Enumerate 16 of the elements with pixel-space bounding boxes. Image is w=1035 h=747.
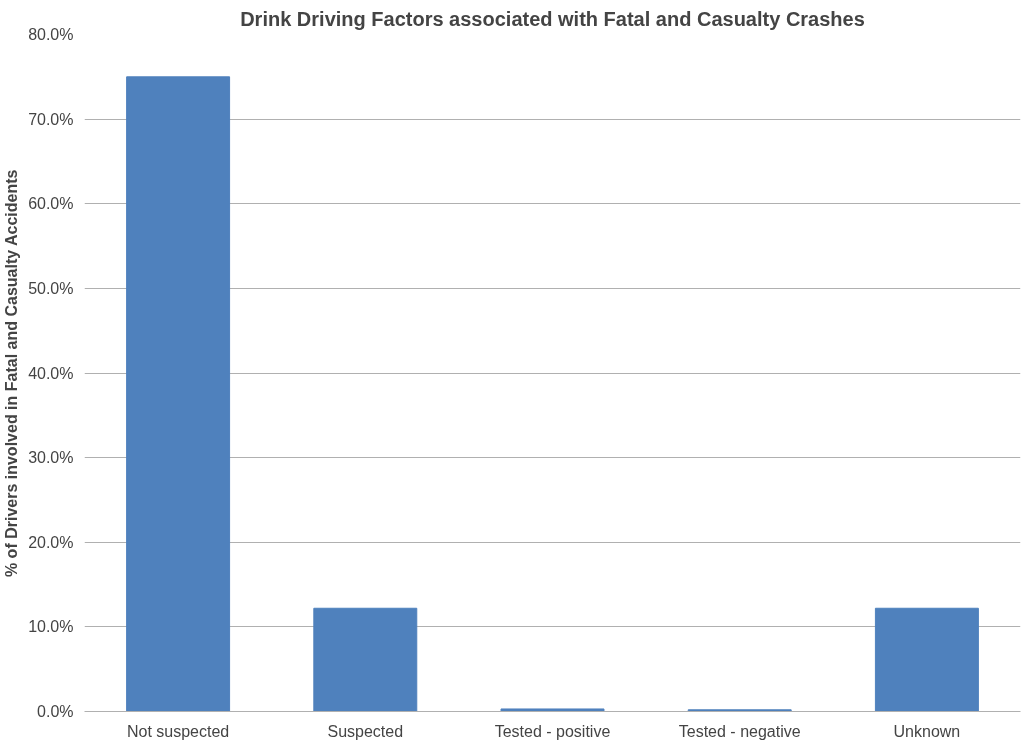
y-axis-title: % of Drivers involved in Fatal and Casualty Accidents (3, 169, 21, 578)
y-tick-label: 70.0% (28, 110, 74, 128)
y-tick-label: 50.0% (28, 279, 74, 297)
x-tick-label: Tested - positive (494, 722, 611, 740)
y-tick-label: 80.0% (28, 26, 74, 43)
x-tick-label: Not suspected (126, 722, 230, 740)
x-tick-label: Tested - negative (678, 722, 801, 740)
y-tick-label: 20.0% (28, 533, 74, 551)
y-tick-label: 0.0% (37, 703, 74, 720)
y-tick-label: 30.0% (28, 449, 74, 467)
x-tick-label: Unknown (893, 722, 961, 740)
y-tick-label: 60.0% (28, 195, 74, 213)
y-tick-label: 10.0% (28, 618, 74, 636)
chart-title: Drink Driving Factors associated with Fatal and Casualty Crashes (240, 7, 865, 30)
y-tick-label: 40.0% (28, 364, 74, 382)
x-tick-label: Suspected (327, 722, 404, 740)
